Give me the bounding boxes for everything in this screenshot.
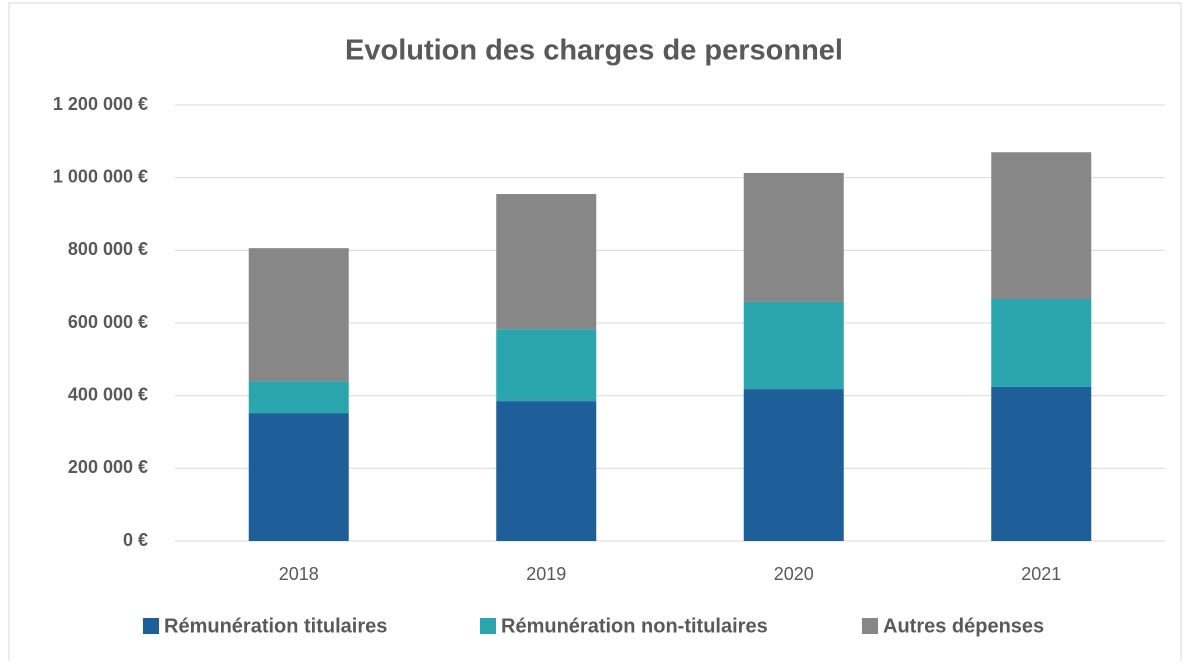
x-tick-label: 2021 (1021, 564, 1061, 584)
chart-title: Evolution des charges de personnel (345, 35, 843, 67)
legend-swatch (480, 618, 496, 634)
y-tick-label: 800 000 € (68, 239, 148, 259)
legend-swatch (862, 618, 878, 634)
y-tick-label: 1 200 000 € (53, 94, 148, 114)
bar-segment (743, 301, 844, 390)
bar-segment (743, 389, 844, 541)
bar-segment (743, 172, 844, 302)
legend-label: Autres dépenses (883, 615, 1044, 637)
x-tick-label: 2020 (774, 564, 814, 584)
bar-segment (496, 401, 597, 541)
legend-label: Rémunération non-titulaires (501, 615, 768, 637)
legend-label: Rémunération titulaires (164, 615, 387, 637)
x-tick-label: 2019 (526, 564, 566, 584)
y-tick-label: 1 000 000 € (53, 166, 148, 186)
bar-segment (991, 299, 1092, 387)
bar-segment (248, 381, 349, 414)
y-tick-label: 200 000 € (68, 457, 148, 477)
bar-segment (991, 152, 1092, 300)
bar-segment (496, 194, 597, 330)
legend-swatch (143, 618, 159, 634)
y-tick-label: 600 000 € (68, 312, 148, 332)
y-tick-label: 0 € (123, 530, 148, 550)
x-tick-label: 2018 (279, 564, 319, 584)
bar-segment (991, 386, 1092, 541)
bar-segment (248, 248, 349, 382)
bar-segment (248, 413, 349, 541)
y-tick-label: 400 000 € (68, 384, 148, 404)
bar-segment (496, 329, 597, 402)
